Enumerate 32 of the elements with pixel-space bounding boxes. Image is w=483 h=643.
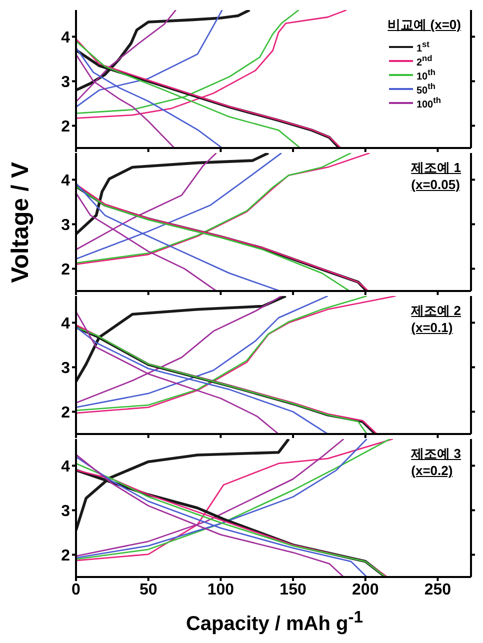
legend-label: 2$^{nd}$ [416,53,432,69]
text: 비교예 (x=0) [388,17,461,32]
y-tick-label: 2 [61,547,70,564]
x-tick-label: 100 [207,581,234,598]
y-tick-label: 4 [61,458,70,476]
x-tick-label: 50 [139,581,158,598]
x-tick-label: 150 [280,581,306,598]
y-tick-label: 2 [61,261,70,278]
legend-label: 10$^{th}$ [416,67,436,83]
legend-label: 100$^{th}$ [416,95,441,111]
y-tick-label: 2 [61,118,70,136]
x-tick-label: 250 [424,581,452,598]
y-tick-label: 3 [61,360,70,377]
text: (x=0.05) [411,177,460,192]
x-axis-title: Capacity / mAh g$^{-1}$ [186,607,364,635]
text: 제조예 2 [411,303,461,318]
y-tick-label: 3 [61,502,70,520]
text: (x=0.1) [411,320,453,335]
legend-label: 50$^{th}$ [416,81,436,97]
y-tick-label: 2 [61,404,70,422]
y-tick-label: 4 [61,315,70,332]
x-tick-label: 200 [352,581,379,598]
text: (x=0.2) [411,463,453,478]
legend-label: 1$^{st}$ [416,39,430,55]
y-tick-label: 3 [61,74,70,91]
y-axis-title: Voltage / V [7,162,35,282]
text: 제조예 3 [411,446,461,461]
y-tick-label: 4 [61,172,70,190]
x-tick-label: 0 [72,581,81,598]
text: 제조예 1 [411,160,461,175]
y-tick-label: 3 [61,216,70,234]
y-tick-label: 4 [61,29,70,46]
